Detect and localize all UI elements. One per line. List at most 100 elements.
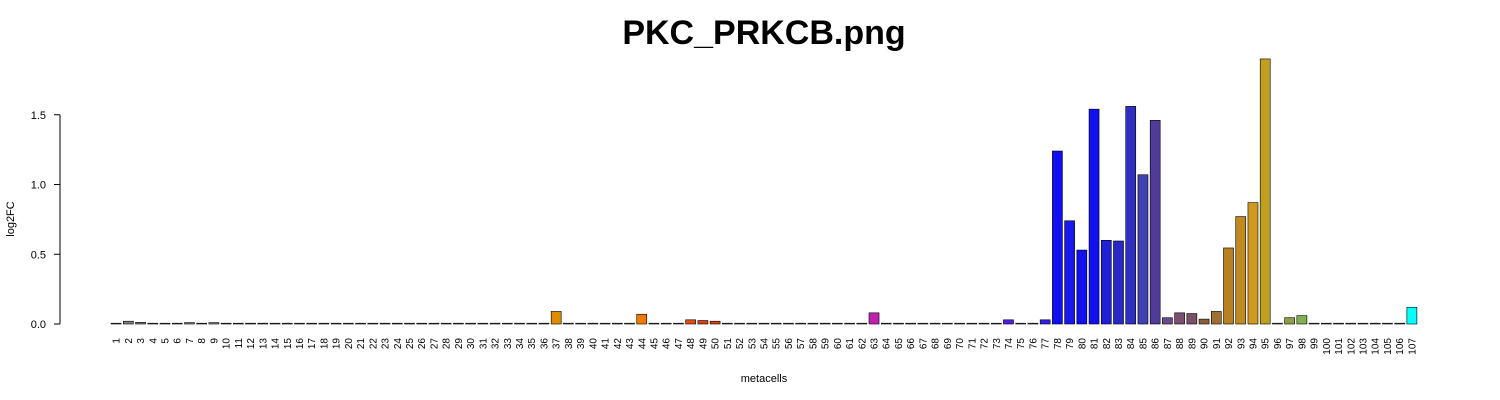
x-tick-label: 95 — [1261, 338, 1272, 350]
bar-metacell-23 — [379, 322, 391, 325]
x-tick-label: 61 — [845, 338, 856, 350]
bar-metacell-8 — [196, 322, 207, 325]
x-tick-label: 46 — [662, 338, 673, 350]
x-tick-label: 60 — [833, 338, 844, 350]
x-tick-label: 32 — [491, 338, 502, 350]
x-tick-label: 25 — [405, 338, 416, 350]
bar-metacell-12 — [245, 322, 256, 325]
x-tick-label: 85 — [1138, 338, 1149, 350]
bar-metacell-53 — [746, 322, 758, 325]
bar-metacell-73 — [990, 322, 1002, 325]
bar-metacell-42 — [611, 322, 623, 325]
x-tick-label: 90 — [1200, 338, 1211, 350]
bar-metacell-14 — [269, 322, 281, 325]
x-tick-label: 53 — [747, 338, 758, 350]
bar-metacell-70 — [954, 322, 965, 325]
x-tick-label: 34 — [515, 338, 526, 350]
x-tick-label: 91 — [1212, 338, 1223, 350]
x-tick-label: 83 — [1114, 338, 1125, 350]
x-tick-label: 97 — [1285, 338, 1296, 350]
x-tick-label: 102 — [1346, 338, 1357, 355]
x-tick-label: 9 — [209, 338, 220, 344]
bar-metacell-32 — [489, 322, 501, 325]
x-tick-label: 29 — [454, 338, 465, 350]
x-tick-label: 23 — [381, 338, 392, 350]
x-tick-label: 6 — [173, 338, 184, 344]
bar-metacell-27 — [428, 322, 440, 325]
x-tick-label: 8 — [197, 338, 208, 344]
x-tick-label: 69 — [943, 338, 954, 350]
bar-metacell-21 — [355, 322, 366, 325]
bar-metacell-93 — [1235, 216, 1247, 325]
x-tick-label: 27 — [429, 338, 440, 350]
y-axis: 0.0 0.5 1.0 1.5 — [31, 110, 61, 331]
x-tick-label: 31 — [478, 338, 489, 350]
x-tick-label: 104 — [1371, 338, 1382, 355]
bar-metacell-60 — [832, 322, 843, 325]
x-tick-label: 55 — [772, 338, 783, 350]
bar-metacell-9 — [208, 322, 220, 325]
bar-metacell-86 — [1149, 120, 1161, 325]
bar-metacell-51 — [722, 322, 733, 325]
bar-metacell-38 — [563, 322, 574, 325]
x-tick-label: 76 — [1028, 338, 1039, 350]
bar-metacell-26 — [416, 322, 428, 325]
bar-metacell-1 — [110, 322, 122, 325]
x-tick-label: 2 — [124, 338, 135, 344]
x-tick-label: 82 — [1102, 338, 1113, 350]
bar-metacell-81 — [1088, 108, 1100, 325]
x-tick-label: 4 — [148, 338, 159, 344]
bar-metacell-33 — [501, 322, 513, 325]
bar-metacell-80 — [1076, 249, 1088, 325]
bar-metacell-92 — [1223, 247, 1234, 325]
x-tick-label: 96 — [1273, 338, 1284, 350]
bar-metacell-100 — [1321, 322, 1332, 325]
bar-metacell-72 — [978, 322, 990, 325]
x-tick-label: 106 — [1395, 338, 1406, 355]
bar-metacell-94 — [1247, 202, 1259, 325]
x-tick-label: 56 — [784, 338, 795, 350]
bar-metacell-63 — [868, 312, 880, 325]
bar-metacell-103 — [1357, 322, 1369, 325]
bar-metacell-10 — [220, 322, 232, 325]
bar-metacell-65 — [893, 322, 904, 325]
x-tick-label: 64 — [882, 338, 893, 350]
bar-metacell-29 — [453, 322, 464, 325]
x-tick-label: 14 — [271, 338, 282, 350]
bar-metacell-61 — [844, 322, 855, 325]
bar-metacell-96 — [1272, 322, 1283, 325]
bar-metacell-40 — [587, 322, 599, 325]
bar-metacell-37 — [550, 311, 562, 325]
x-tick-label: 47 — [674, 338, 685, 350]
x-tick-label: 39 — [576, 338, 587, 350]
x-tick-label: 17 — [307, 338, 318, 350]
bar-metacell-67 — [917, 322, 929, 325]
x-tick-label: 50 — [711, 338, 722, 350]
bar-metacell-50 — [709, 320, 721, 325]
bar-metacell-98 — [1296, 315, 1308, 325]
x-tick-label: 37 — [552, 338, 563, 350]
x-tick-label: 43 — [625, 338, 636, 350]
bar-metacell-87 — [1162, 317, 1173, 325]
bar-metacell-56 — [783, 322, 794, 325]
bar-metacell-91 — [1210, 311, 1222, 325]
bar-metacell-41 — [599, 322, 611, 325]
x-tick-label: 81 — [1090, 338, 1101, 350]
bar-metacell-107 — [1406, 306, 1418, 325]
bar-metacell-16 — [294, 322, 305, 325]
bar-metacell-3 — [135, 322, 146, 325]
bar-metacell-30 — [465, 322, 476, 325]
bar-metacell-39 — [575, 322, 586, 325]
x-tick-label: 49 — [698, 338, 709, 350]
bar-metacell-90 — [1198, 318, 1210, 325]
x-tick-label: 40 — [588, 338, 599, 350]
bar-metacell-22 — [367, 322, 379, 325]
x-tick-label: 70 — [955, 338, 966, 350]
bar-metacell-4 — [147, 322, 159, 325]
bar-metacell-69 — [942, 322, 953, 325]
x-tick-label: 20 — [344, 338, 355, 350]
bar-metacell-49 — [697, 320, 709, 325]
bar-metacell-31 — [477, 322, 489, 325]
x-tick-label: 80 — [1077, 338, 1088, 350]
